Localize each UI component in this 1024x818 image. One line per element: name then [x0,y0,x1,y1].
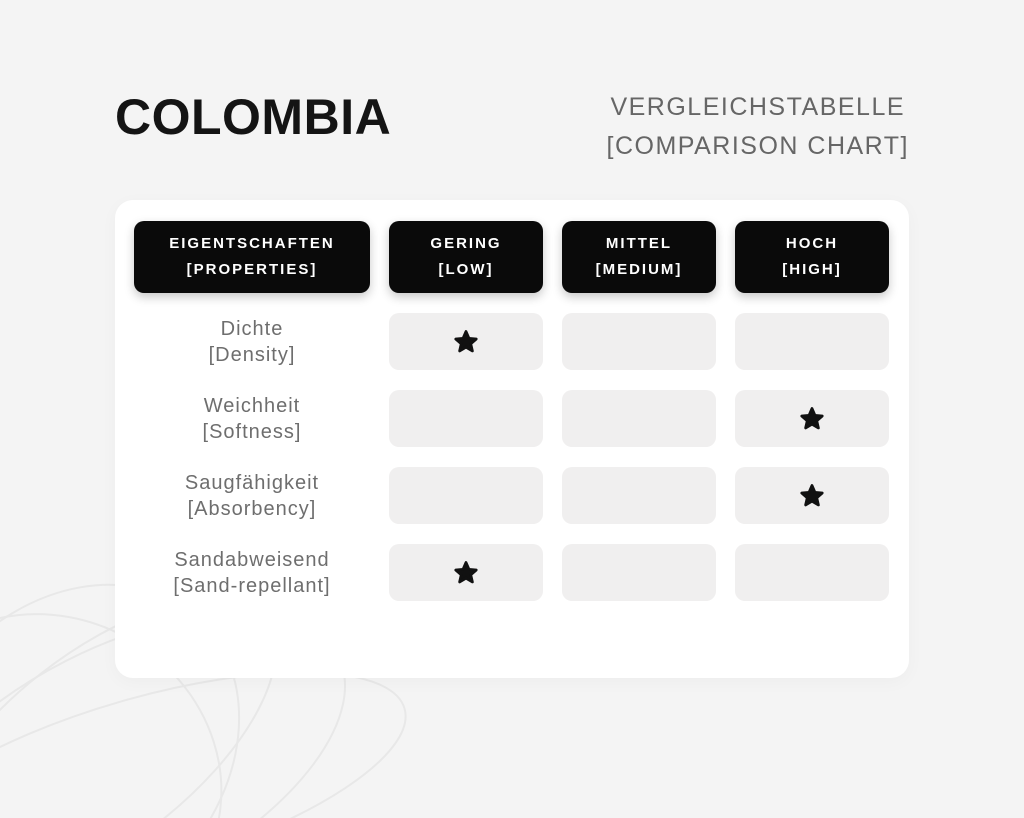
column-header-text: [LOW] [438,261,494,278]
row-label-text: [Sand-repellant] [173,574,331,597]
star-icon [452,559,480,587]
row-label-text: Weichheit [203,394,301,417]
rating-cell-absorbency-high [735,467,889,524]
rating-cell-absorbency-medium [562,467,716,524]
page-header: COLOMBIA VERGLEICHSTABELLE [COMPARISON C… [115,85,909,166]
column-header-text: [HIGH] [782,261,842,278]
star-icon [452,328,480,356]
column-header-text: [MEDIUM] [595,261,683,278]
column-header-high: HOCH [HIGH] [735,221,889,293]
row-label-text: [Density] [208,343,296,366]
column-header-text: HOCH [785,235,839,252]
column-header-medium: MITTEL [MEDIUM] [562,221,716,293]
rating-cell-sand-repellant-high [735,544,889,601]
column-header-properties: EIGENTSCHAFTEN [PROPERTIES] [134,221,370,293]
rating-cell-softness-high [735,390,889,447]
rating-cell-softness-low [389,390,543,447]
star-icon [798,405,826,433]
page-subtitle-line2: [COMPARISON CHART] [606,132,909,160]
rating-cell-sand-repellant-medium [562,544,716,601]
rating-cell-density-medium [562,313,716,370]
page-title: COLOMBIA [115,89,392,145]
column-header-low: GERING [LOW] [389,221,543,293]
rating-cell-density-low [389,313,543,370]
column-header-text: GERING [430,235,502,252]
row-label-text: Sandabweisend [174,548,330,571]
page-subtitle: VERGLEICHSTABELLE [COMPARISON CHART] [607,88,910,166]
column-header-text: EIGENTSCHAFTEN [169,235,335,252]
row-label-text: [Absorbency] [187,497,317,520]
row-label-text: [Softness] [202,420,302,443]
column-header-text: MITTEL [605,235,673,252]
row-label-softness: Weichheit [Softness] [134,390,370,447]
column-header-text: [PROPERTIES] [186,261,318,278]
row-label-density: Dichte [Density] [134,313,370,370]
row-label-absorbency: Saugfähigkeit [Absorbency] [134,467,370,524]
row-label-text: Dichte [220,317,284,340]
rating-cell-sand-repellant-low [389,544,543,601]
row-label-sand-repellant: Sandabweisend [Sand-repellant] [134,544,370,601]
rating-cell-absorbency-low [389,467,543,524]
rating-cell-density-high [735,313,889,370]
rating-cell-softness-medium [562,390,716,447]
star-icon [798,482,826,510]
row-label-text: Saugfähigkeit [184,471,320,494]
comparison-chart-card: EIGENTSCHAFTEN [PROPERTIES] GERING [LOW]… [115,200,909,678]
comparison-table: EIGENTSCHAFTEN [PROPERTIES] GERING [LOW]… [134,221,889,601]
page-subtitle-line1: VERGLEICHSTABELLE [610,93,906,121]
